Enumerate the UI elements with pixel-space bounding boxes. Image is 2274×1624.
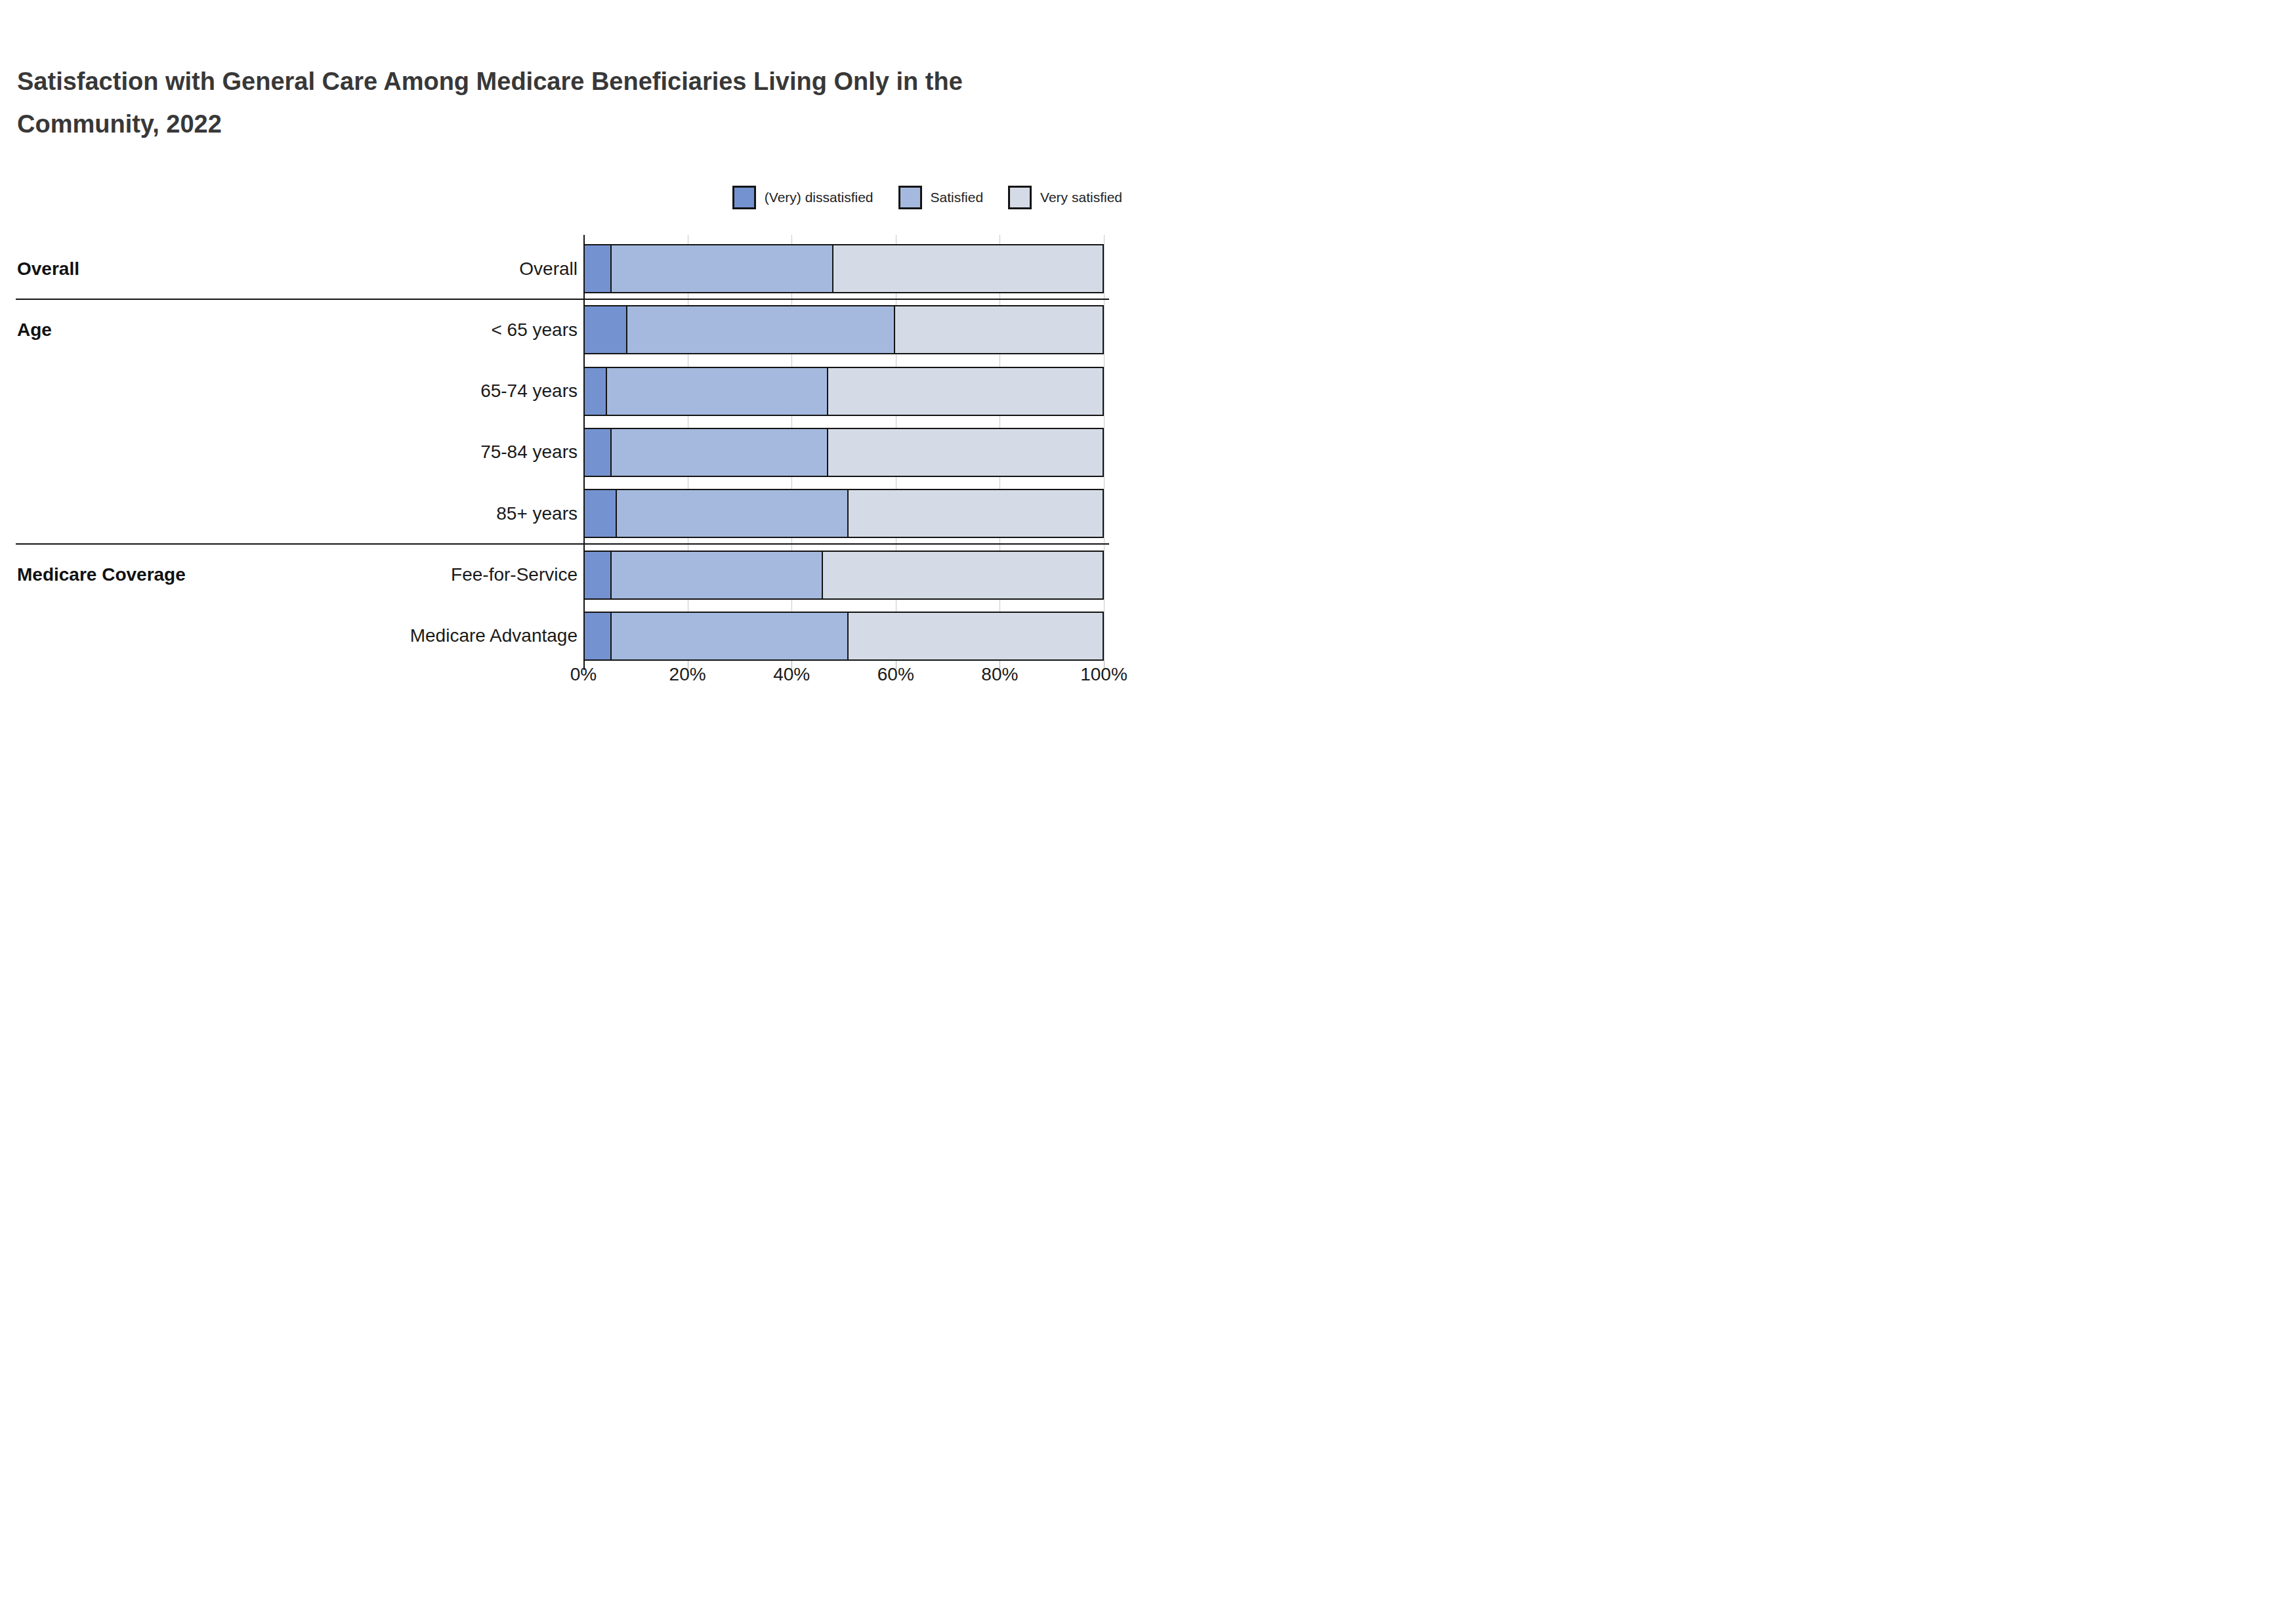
row-label-7: Medicare Advantage bbox=[289, 623, 578, 649]
legend-item-very-satisfied: Very satisfied bbox=[1008, 186, 1122, 209]
bar-segment-dissatisfied bbox=[585, 368, 606, 415]
row-label-2: < 65 years bbox=[289, 317, 578, 343]
bar-segment-satisfied bbox=[610, 245, 833, 292]
bar-segment-dissatisfied bbox=[585, 552, 610, 598]
bar-segment-very-satisfied bbox=[828, 429, 1103, 476]
bar-segment-very-satisfied bbox=[823, 552, 1103, 598]
legend-label-satisfied: Satisfied bbox=[931, 190, 984, 205]
legend-label-dissatisfied: (Very) dissatisfied bbox=[765, 190, 874, 205]
x-axis-tick-label-20: 20% bbox=[648, 664, 727, 685]
group-separator-2 bbox=[16, 543, 1109, 545]
row-label-4: 75-84 years bbox=[289, 439, 578, 465]
bar-row-85-years bbox=[583, 489, 1104, 538]
bar-segment-satisfied bbox=[616, 490, 849, 537]
bar-row-medicare-advantage bbox=[583, 612, 1104, 661]
bar-segment-very-satisfied bbox=[895, 306, 1103, 353]
row-label-6: Fee-for-Service bbox=[289, 562, 578, 588]
group-label-overall: Overall bbox=[17, 256, 79, 282]
legend-swatch-dissatisfied bbox=[732, 186, 756, 209]
row-label-5: 85+ years bbox=[289, 501, 578, 527]
bar-row-65-74-years bbox=[583, 367, 1104, 416]
bar-segment-dissatisfied bbox=[585, 306, 626, 353]
legend-swatch-very-satisfied bbox=[1008, 186, 1032, 209]
group-label-medicare-coverage: Medicare Coverage bbox=[17, 562, 186, 588]
bar-segment-satisfied bbox=[610, 429, 828, 476]
legend-item-dissatisfied: (Very) dissatisfied bbox=[732, 186, 874, 209]
bar-segment-dissatisfied bbox=[585, 245, 610, 292]
bar-segment-satisfied bbox=[606, 368, 828, 415]
row-label-1: Overall bbox=[289, 256, 578, 282]
x-axis-tick-label-80: 80% bbox=[960, 664, 1039, 685]
group-separator-1 bbox=[16, 299, 1109, 300]
bar-segment-satisfied bbox=[610, 552, 822, 598]
bar-segment-dissatisfied bbox=[585, 490, 616, 537]
bar-segment-very-satisfied bbox=[828, 368, 1103, 415]
chart-title: Satisfaction with General Care Among Med… bbox=[17, 60, 963, 145]
bar-row-overall bbox=[583, 244, 1104, 293]
x-axis-tick-label-40: 40% bbox=[752, 664, 831, 685]
legend-item-satisfied: Satisfied bbox=[898, 186, 984, 209]
group-label-age: Age bbox=[17, 317, 52, 343]
x-axis-tick-label-60: 60% bbox=[856, 664, 935, 685]
bar-segment-satisfied bbox=[626, 306, 895, 353]
bar-row-fee-for-service bbox=[583, 551, 1104, 600]
chart-title-line-2: Community, 2022 bbox=[17, 103, 963, 146]
bar-row-75-84-years bbox=[583, 428, 1104, 477]
x-axis-tick-label-0: 0% bbox=[544, 664, 623, 685]
row-label-3: 65-74 years bbox=[289, 378, 578, 404]
legend-label-very-satisfied: Very satisfied bbox=[1040, 190, 1122, 205]
bar-segment-very-satisfied bbox=[849, 613, 1103, 659]
bar-segment-dissatisfied bbox=[585, 429, 610, 476]
page: Satisfaction with General Care Among Med… bbox=[0, 0, 1137, 812]
bar-segment-dissatisfied bbox=[585, 613, 610, 659]
bar-segment-very-satisfied bbox=[849, 490, 1103, 537]
chart-title-line-1: Satisfaction with General Care Among Med… bbox=[17, 60, 963, 103]
bar-segment-very-satisfied bbox=[833, 245, 1103, 292]
legend: (Very) dissatisfied Satisfied Very satis… bbox=[732, 186, 1122, 209]
x-axis-tick-label-100: 100% bbox=[1064, 664, 1137, 685]
bar-segment-satisfied bbox=[610, 613, 849, 659]
bar-row--65-years bbox=[583, 305, 1104, 354]
legend-swatch-satisfied bbox=[898, 186, 922, 209]
